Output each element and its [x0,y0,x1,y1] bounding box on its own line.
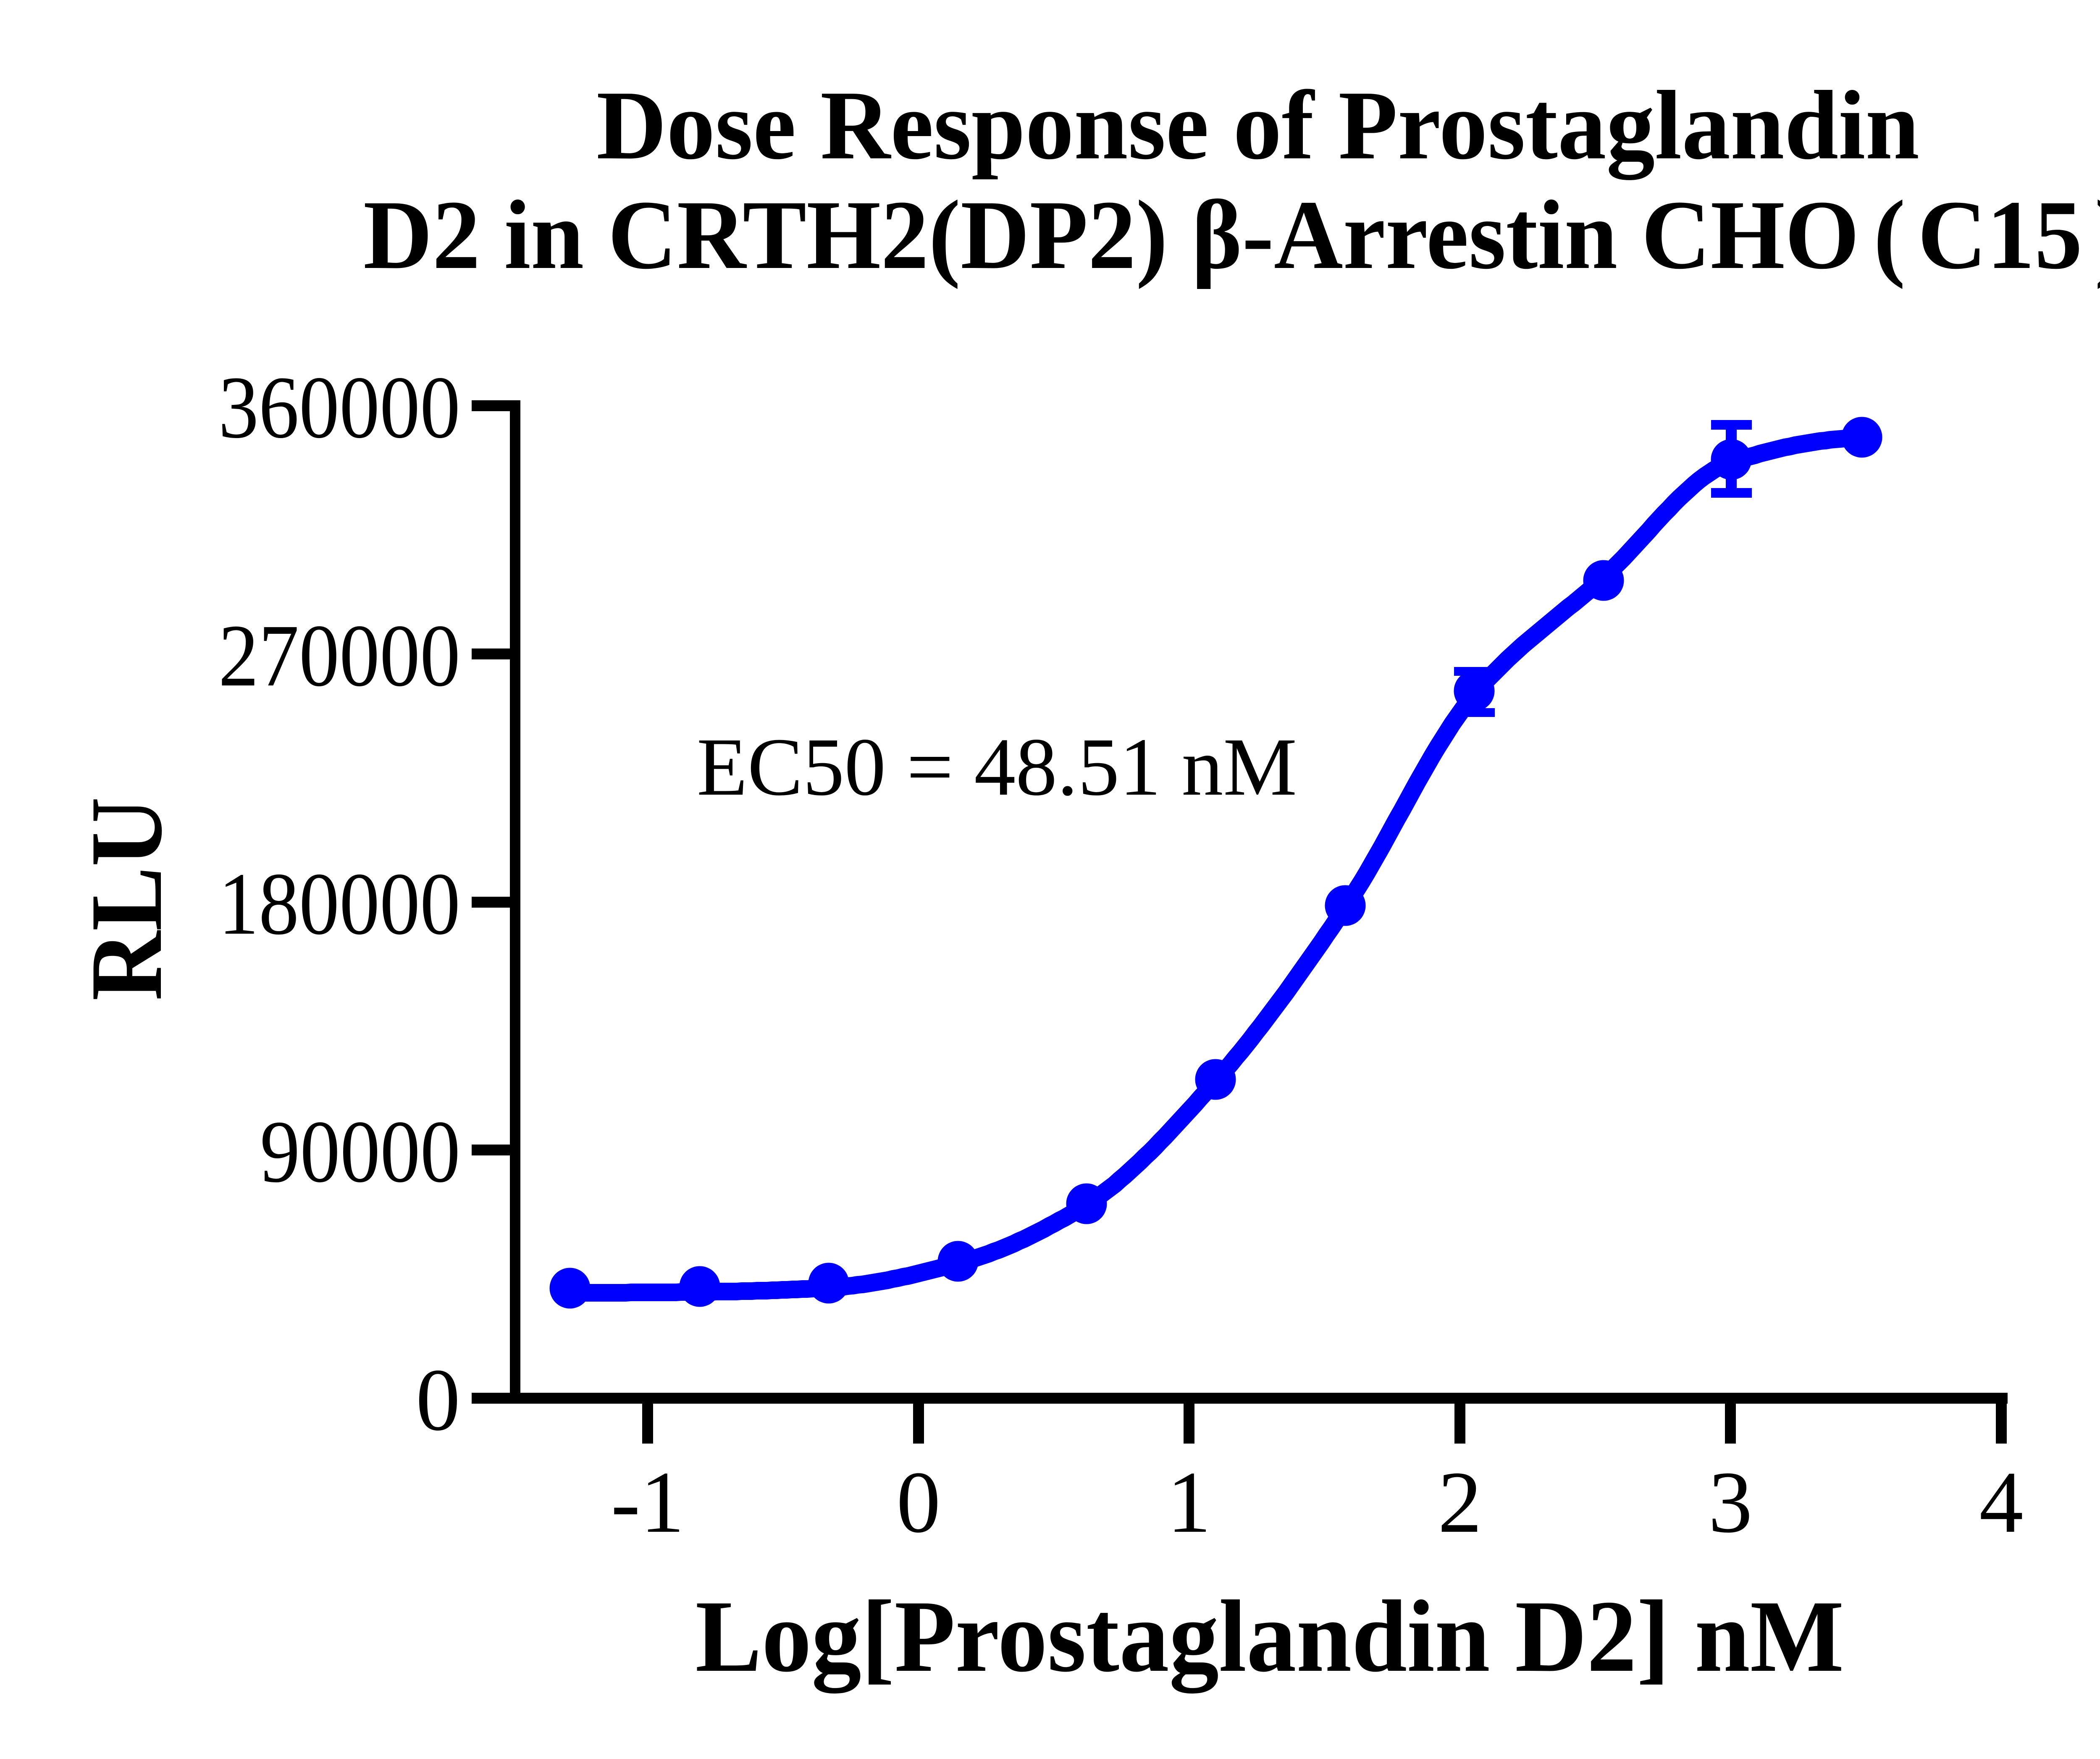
svg-text:270000: 270000 [218,606,460,705]
svg-text:0: 0 [897,1454,941,1551]
svg-text:D2 in CRTH2(DP2) β-Arrestin CH: D2 in CRTH2(DP2) β-Arrestin CHO(C15) [363,180,2100,289]
svg-text:360000: 360000 [218,358,460,457]
svg-text:2: 2 [1438,1454,1482,1551]
svg-text:RLU: RLU [69,797,183,1001]
svg-text:Dose Response of Prostaglandin: Dose Response of Prostaglandin [596,71,1919,180]
svg-text:90000: 90000 [260,1102,460,1201]
svg-text:Log[Prostaglandin D2] nM: Log[Prostaglandin D2] nM [696,1579,1844,1693]
svg-text:0: 0 [416,1350,460,1449]
svg-text:1: 1 [1167,1454,1211,1551]
svg-text:180000: 180000 [218,854,460,953]
svg-text:4: 4 [1979,1454,2024,1551]
svg-text:EC50 = 48.51 nM: EC50 = 48.51 nM [697,721,1297,813]
svg-text:3: 3 [1709,1454,1753,1551]
svg-text:-1: -1 [611,1454,685,1551]
